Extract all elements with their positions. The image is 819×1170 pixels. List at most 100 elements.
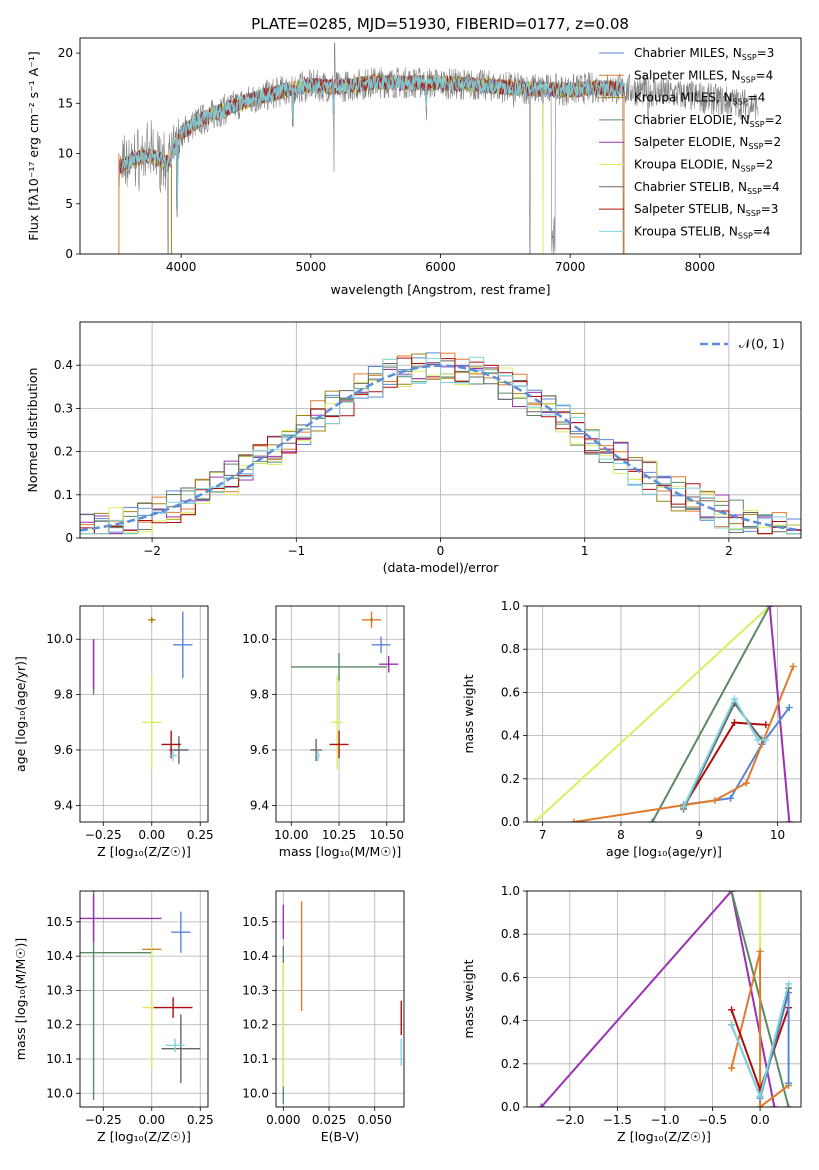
legend-suffix: =4: [756, 68, 774, 82]
weight-marker-kroupa_stelib: [756, 1092, 764, 1100]
weight-marker-salpeter_elodie: [785, 818, 793, 822]
tick-label-y: 15: [58, 96, 73, 110]
weight-marker-kroupa_elodie: [756, 891, 764, 895]
plot-area: [291, 611, 399, 770]
tick-label-y: 1.0: [501, 599, 520, 613]
tick-label-y: 10.0: [242, 1086, 269, 1100]
weight-marker-chabrier_elodie: [648, 818, 656, 822]
mass-vs-metallicity-panel: −0.25 0.00 0.25 10.0 10.1 10.2 10.3 10.4 10.5 Z […: [13, 890, 214, 1144]
tick-label-x: 0.050: [358, 1113, 392, 1127]
mass-vs-ebv-panel: 0.000 0.025 0.050 10.0 10.1 10.2 10.3 10.4 10.5 E…: [242, 890, 405, 1144]
x-axis-label: Z [log₁₀(Z/Z☉)]: [97, 844, 191, 859]
tick-label-x: 10.25: [322, 828, 356, 842]
tick-label-x: 0.00: [138, 828, 165, 842]
plot-area: [92, 611, 193, 770]
y-axis-label: Flux [fλ10⁻¹⁷ erg cm⁻² s⁻¹ A⁻¹]: [26, 51, 41, 240]
histogram-kroupa_stelib: [80, 356, 801, 538]
legend-subscript: SSP: [741, 75, 756, 84]
tick-label-y: 0.6: [501, 970, 520, 984]
tick-label-y: 10: [58, 147, 73, 161]
tick-label-x: 0.25: [187, 828, 214, 842]
model-spectrum-kroupa_stelib: [121, 73, 626, 210]
weight-marker-salpeter_miles: [711, 796, 719, 804]
figure-title: PLATE=0285, MJD=51930, FIBERID=0177, z=0…: [251, 15, 629, 33]
axes-frame: [526, 890, 802, 1108]
x-axis-label: mass [log₁₀(M/M☉)]: [279, 844, 401, 859]
weight-marker-salpeter_stelib: [728, 1006, 736, 1014]
tick-label-x: −2.0: [555, 1113, 584, 1127]
axes-frame: [526, 605, 802, 823]
y-axis-label: age [log₁₀(age/yr)]: [13, 656, 28, 772]
tick-label-y: 10.0: [46, 632, 73, 646]
tick-label-x: 0.25: [187, 1113, 214, 1127]
legend-subscript: SSP: [746, 209, 761, 218]
tick-label-y: 10.2: [46, 1018, 73, 1032]
tick-label-x: 10.00: [274, 828, 308, 842]
gaussian-curve: [80, 364, 801, 532]
y-axis-label: mass weight: [461, 674, 476, 753]
legend-suffix: =2: [756, 158, 774, 172]
tick-label-x: 10.50: [370, 828, 404, 842]
age-vs-metallicity-panel: −0.25 0.00 0.25 9.4 9.6 9.8 10.0 Z [log₁₀(Z/Z☉)…: [13, 605, 214, 859]
legend-entry-salpeter_miles: Salpeter MILES, NSSP=4: [634, 68, 773, 84]
tick-label-y: 5: [65, 197, 73, 211]
legend-suffix: =2: [765, 113, 783, 127]
legend-entry-kroupa_miles: Kroupa MILES, NSSP=4: [634, 91, 765, 107]
tick-label-y: 9.4: [54, 798, 73, 812]
x-axis-label: E(B-V): [321, 1129, 360, 1144]
legend-suffix: =3: [757, 46, 775, 60]
tick-label-y: 0.8: [501, 642, 520, 656]
plot-area: [80, 891, 201, 1101]
tick-label-x: 5000: [296, 260, 327, 274]
y-axis-label: mass [log₁₀(M/M☉)]: [13, 938, 28, 1060]
weight-line-salpeter_miles: [730, 951, 790, 1107]
tick-label-x: 8: [617, 828, 625, 842]
axes-frame: [275, 605, 405, 823]
tick-label-x: 0: [437, 544, 445, 558]
tick-label-x: 8000: [685, 260, 716, 274]
axes-frame: [275, 890, 405, 1108]
weight-marker-salpeter_miles: [756, 947, 764, 955]
weight-line-chabrier_stelib: [682, 701, 763, 810]
x-axis-label: Z [log₁₀(Z/Z☉)]: [617, 1129, 711, 1144]
tick-label-x: 6000: [425, 260, 456, 274]
weight-marker-salpeter_miles: [742, 779, 750, 787]
legend-subscript: SSP: [741, 165, 756, 174]
legend-entry-kroupa_stelib: Kroupa STELIB, NSSP=4: [634, 224, 771, 240]
tick-label-y: 0.2: [54, 445, 73, 459]
tick-label-y: 0.8: [501, 927, 520, 941]
tick-label-x: 1: [581, 544, 589, 558]
tick-label-y: 0.4: [501, 1014, 520, 1028]
legend-suffix: =4: [762, 180, 780, 194]
legend-subscript: SSP: [733, 98, 748, 107]
tick-label-x: −1.0: [650, 1113, 679, 1127]
legend-entry-salpeter_stelib: Salpeter STELIB, NSSP=3: [634, 202, 778, 218]
weight-marker-chabrier_miles: [785, 704, 793, 712]
legend-subscript: SSP: [742, 53, 757, 62]
tick-label-x: 2: [725, 544, 733, 558]
tick-label-x: 10: [770, 828, 785, 842]
weights-vs-age-panel: 7 8 9 10 0.0 0.2 0.4 0.6 0.8 1.0 age [log₁₀(age/yr…: [461, 599, 802, 859]
tick-label-y: 10.2: [242, 1018, 269, 1032]
tick-label-y: 9.6: [54, 743, 73, 757]
age-vs-mass-panel: 10.00 10.25 10.50 9.4 9.6 9.8 10.0 mass [log₁₀(…: [242, 605, 405, 859]
tick-label-y: 0.0: [501, 815, 520, 829]
tick-label-y: 0: [65, 247, 73, 261]
legend-entry-kroupa_elodie: Kroupa ELODIE, NSSP=2: [634, 158, 773, 174]
x-axis-label: Z [log₁₀(Z/Z☉)]: [97, 1129, 191, 1144]
weight-marker-salpeter_elodie: [537, 1103, 545, 1107]
tick-label-y: 0.3: [54, 401, 73, 415]
legend-suffix: =4: [748, 91, 766, 105]
weight-marker-chabrier_elodie: [785, 1103, 793, 1107]
tick-label-y: 0.4: [501, 729, 520, 743]
tick-label-y: 10.4: [46, 949, 73, 963]
tick-label-x: 9: [695, 828, 703, 842]
weight-marker-chabrier_elodie: [728, 891, 736, 895]
tick-label-y: 0.2: [501, 772, 520, 786]
tick-label-y: 0.6: [501, 685, 520, 699]
weight-marker-salpeter_elodie: [766, 606, 774, 610]
x-axis-label: (data-model)/error: [383, 560, 500, 575]
weight-marker-salpeter_miles: [756, 1103, 764, 1107]
weights-vs-metallicity-panel: −2.0 −1.5 −1.0 −0.5 0.0 0.0 0.2 0.4 0.6 0.8 1.0 Z […: [461, 884, 802, 1144]
weight-marker-kroupa_stelib: [680, 803, 688, 811]
